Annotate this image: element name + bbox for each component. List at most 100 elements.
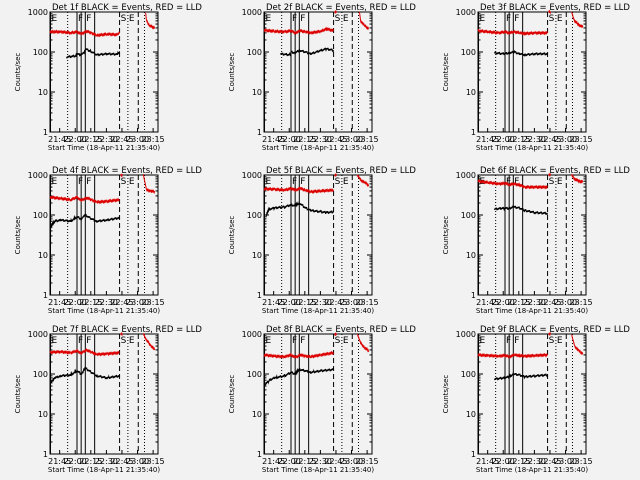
y-axis-label: Counts/sec bbox=[14, 53, 22, 92]
event-marker-label: F bbox=[292, 14, 297, 24]
x-tick-label: 22:00 bbox=[64, 135, 87, 144]
x-tick-label: 22:30 bbox=[95, 298, 118, 307]
plot-frame bbox=[477, 11, 587, 133]
y-tick-label: 1000 bbox=[242, 171, 262, 180]
y-tick-label: 100 bbox=[461, 211, 476, 220]
y-tick-label: 10 bbox=[252, 251, 262, 260]
x-axis-label: Start Time (18-Apr-11 21:35:40) bbox=[262, 144, 374, 152]
chart-title: Det 4f BLACK = Events, RED = LLD bbox=[52, 166, 202, 176]
chart-panel: Det 6f BLACK = Events, RED = LLD 1 10 100 10… bbox=[442, 166, 630, 315]
plot-frame bbox=[477, 333, 587, 455]
x-tick-label: 22:00 bbox=[278, 135, 301, 144]
event-marker-label: F bbox=[514, 336, 519, 346]
y-tick-label: 1 bbox=[43, 128, 48, 137]
y-tick-label: 1000 bbox=[456, 171, 476, 180]
y-axis-label: Counts/sec bbox=[14, 375, 22, 414]
event-marker-label: S bbox=[121, 336, 127, 346]
y-tick-label: 10 bbox=[252, 410, 262, 419]
x-tick-label: 22:30 bbox=[523, 135, 546, 144]
x-tick-label: 21:45 bbox=[262, 135, 285, 144]
event-marker-label: F bbox=[514, 177, 519, 187]
y-tick-label: 100 bbox=[247, 48, 262, 57]
event-marker-label: E bbox=[129, 14, 135, 24]
y-tick-label: 100 bbox=[461, 48, 476, 57]
event-marker-label: E bbox=[343, 177, 349, 187]
x-tick-label: 22:30 bbox=[309, 457, 332, 466]
series-lld-line bbox=[571, 173, 584, 184]
chart-panel: Det 8f BLACK = Events, RED = LLD 1 10 100 10… bbox=[228, 325, 416, 474]
x-axis-label: Start Time (18-Apr-11 21:35:40) bbox=[476, 466, 588, 474]
x-tick-label: 22:30 bbox=[95, 457, 118, 466]
event-marker-label: S bbox=[121, 177, 127, 187]
y-tick-label: 10 bbox=[38, 410, 48, 419]
y-axis-label: Counts/sec bbox=[14, 216, 22, 255]
x-tick-label: 23:15 bbox=[570, 457, 593, 466]
event-marker-label: E bbox=[343, 336, 349, 346]
x-tick-label: 22:00 bbox=[492, 135, 515, 144]
x-tick-label: 23:00 bbox=[554, 457, 577, 466]
series-lld-line bbox=[477, 352, 548, 359]
x-tick-label: 23:00 bbox=[126, 457, 149, 466]
chart-panel: Det 9f BLACK = Events, RED = LLD 1 10 100 10… bbox=[442, 325, 630, 474]
y-tick-label: 1000 bbox=[242, 330, 262, 339]
y-tick-label: 10 bbox=[38, 251, 48, 260]
x-axis-label: Start Time (18-Apr-11 21:35:40) bbox=[48, 466, 160, 474]
x-tick-label: 21:45 bbox=[262, 457, 285, 466]
series-events-line bbox=[280, 47, 335, 57]
y-tick-label: 1 bbox=[257, 291, 262, 300]
series-lld-line bbox=[143, 174, 156, 195]
event-marker-label: F bbox=[86, 336, 91, 346]
x-tick-label: 22:45 bbox=[324, 457, 347, 466]
series-events-line bbox=[49, 213, 120, 230]
x-tick-label: 23:15 bbox=[570, 135, 593, 144]
x-tick-label: 23:00 bbox=[340, 135, 363, 144]
y-tick-label: 1000 bbox=[456, 8, 476, 17]
series-events-line bbox=[494, 49, 549, 57]
event-marker-label: F bbox=[300, 177, 305, 187]
event-marker-label: E bbox=[480, 14, 486, 24]
x-tick-label: 22:15 bbox=[507, 457, 530, 466]
chart-panel: Det 1f BLACK = Events, RED = LLD 1 10 100 10… bbox=[14, 3, 202, 152]
y-axis-label: Counts/sec bbox=[442, 216, 450, 255]
chart-panel: Det 7f BLACK = Events, RED = LLD 1 10 100 10… bbox=[14, 325, 202, 474]
x-tick-label: 22:15 bbox=[507, 135, 530, 144]
series-events-line bbox=[494, 204, 549, 216]
series-lld-line bbox=[49, 347, 120, 357]
x-tick-label: 23:00 bbox=[340, 298, 363, 307]
event-marker-label: S bbox=[549, 177, 555, 187]
series-lld-line bbox=[571, 11, 584, 29]
x-tick-label: 23:00 bbox=[126, 135, 149, 144]
series-lld-line bbox=[359, 11, 370, 30]
plot-frame bbox=[49, 174, 159, 296]
x-tick-label: 22:45 bbox=[110, 298, 133, 307]
series-lld-line bbox=[263, 186, 334, 195]
event-marker-label: S bbox=[121, 14, 127, 24]
y-tick-label: 10 bbox=[466, 410, 476, 419]
series-events-line bbox=[494, 372, 549, 381]
x-tick-label: 23:15 bbox=[356, 135, 379, 144]
y-axis-label: Counts/sec bbox=[228, 216, 236, 255]
x-tick-label: 23:15 bbox=[570, 298, 593, 307]
y-tick-label: 1 bbox=[471, 128, 476, 137]
plot-frame bbox=[263, 333, 373, 455]
x-axis-label: Start Time (18-Apr-11 21:35:40) bbox=[476, 307, 588, 315]
event-marker-label: E bbox=[266, 336, 272, 346]
x-axis-label: Start Time (18-Apr-11 21:35:40) bbox=[262, 466, 374, 474]
x-tick-label: 22:45 bbox=[324, 298, 347, 307]
x-tick-label: 22:30 bbox=[95, 135, 118, 144]
event-marker-label: E bbox=[52, 336, 58, 346]
series-lld-line bbox=[548, 172, 552, 177]
series-lld-line bbox=[334, 172, 338, 178]
y-tick-label: 100 bbox=[247, 370, 262, 379]
event-marker-label: E bbox=[129, 177, 135, 187]
event-marker-label: E bbox=[480, 336, 486, 346]
x-axis-label: Start Time (18-Apr-11 21:35:40) bbox=[48, 307, 160, 315]
series-lld-line bbox=[145, 12, 156, 30]
y-axis-label: Counts/sec bbox=[228, 53, 236, 92]
x-tick-label: 22:30 bbox=[523, 457, 546, 466]
x-tick-label: 23:15 bbox=[142, 457, 165, 466]
y-axis-label: Counts/sec bbox=[228, 375, 236, 414]
event-marker-label: F bbox=[300, 336, 305, 346]
x-tick-label: 22:15 bbox=[293, 298, 316, 307]
